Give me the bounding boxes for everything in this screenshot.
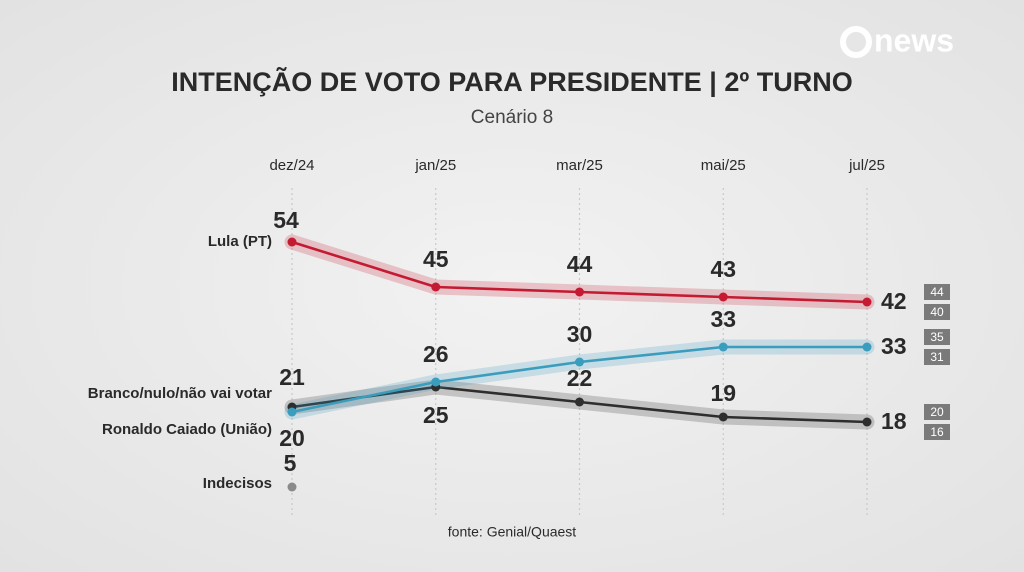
data-label: 44 (567, 251, 593, 277)
data-label: 42 (881, 288, 907, 314)
logo-text: news (874, 22, 954, 58)
range-box (924, 304, 950, 320)
data-label: 26 (423, 341, 449, 367)
range-box (924, 404, 950, 420)
point (718, 292, 728, 302)
range-label: 35 (930, 330, 944, 344)
point (575, 357, 584, 367)
x-tick-label: jan/25 (414, 157, 456, 174)
point (862, 417, 872, 427)
series-label: Indecisos (203, 475, 272, 492)
data-label: 22 (567, 365, 593, 391)
point (287, 482, 297, 492)
logo: news (840, 22, 954, 58)
series-label: Ronaldo Caiado (União) (102, 421, 272, 438)
x-tick-label: jul/25 (848, 157, 885, 174)
point (718, 412, 728, 422)
point (862, 342, 872, 352)
range-label: 20 (930, 405, 944, 419)
point (431, 282, 441, 292)
data-label: 18 (881, 408, 907, 434)
logo-mark (840, 26, 872, 58)
point (287, 237, 297, 247)
data-label: 30 (567, 321, 593, 347)
range-label: 31 (930, 350, 944, 364)
point (575, 287, 584, 297)
point (287, 407, 297, 417)
range-box (924, 329, 950, 345)
data-label: 25 (423, 402, 449, 428)
range-label: 40 (930, 305, 944, 319)
x-tick-label: mai/25 (701, 157, 746, 174)
data-label: 5 (284, 450, 297, 476)
point (718, 342, 728, 352)
data-label: 33 (710, 306, 736, 332)
series-label: Branco/nulo/não vai votar (88, 385, 272, 402)
chart-title: INTENÇÃO DE VOTO PARA PRESIDENTE | 2º TU… (171, 66, 853, 97)
range-box (924, 284, 950, 300)
source: fonte: Genial/Quaest (448, 524, 577, 540)
range-label: 44 (930, 285, 944, 299)
data-label: 20 (279, 425, 305, 451)
point (431, 377, 441, 387)
data-label: 21 (279, 364, 305, 390)
range-label: 16 (930, 425, 944, 439)
data-label: 33 (881, 333, 907, 359)
series-label: Lula (PT) (208, 233, 272, 250)
data-label: 19 (710, 380, 736, 406)
chart-subtitle: Cenário 8 (471, 107, 553, 128)
point (862, 297, 872, 307)
x-tick-label: dez/24 (269, 157, 314, 174)
data-label: 43 (710, 256, 736, 282)
range-box (924, 349, 950, 365)
point (575, 397, 584, 407)
x-tick-label: mar/25 (556, 157, 603, 174)
data-label: 45 (423, 246, 449, 272)
data-label: 54 (273, 207, 299, 233)
range-box (924, 424, 950, 440)
